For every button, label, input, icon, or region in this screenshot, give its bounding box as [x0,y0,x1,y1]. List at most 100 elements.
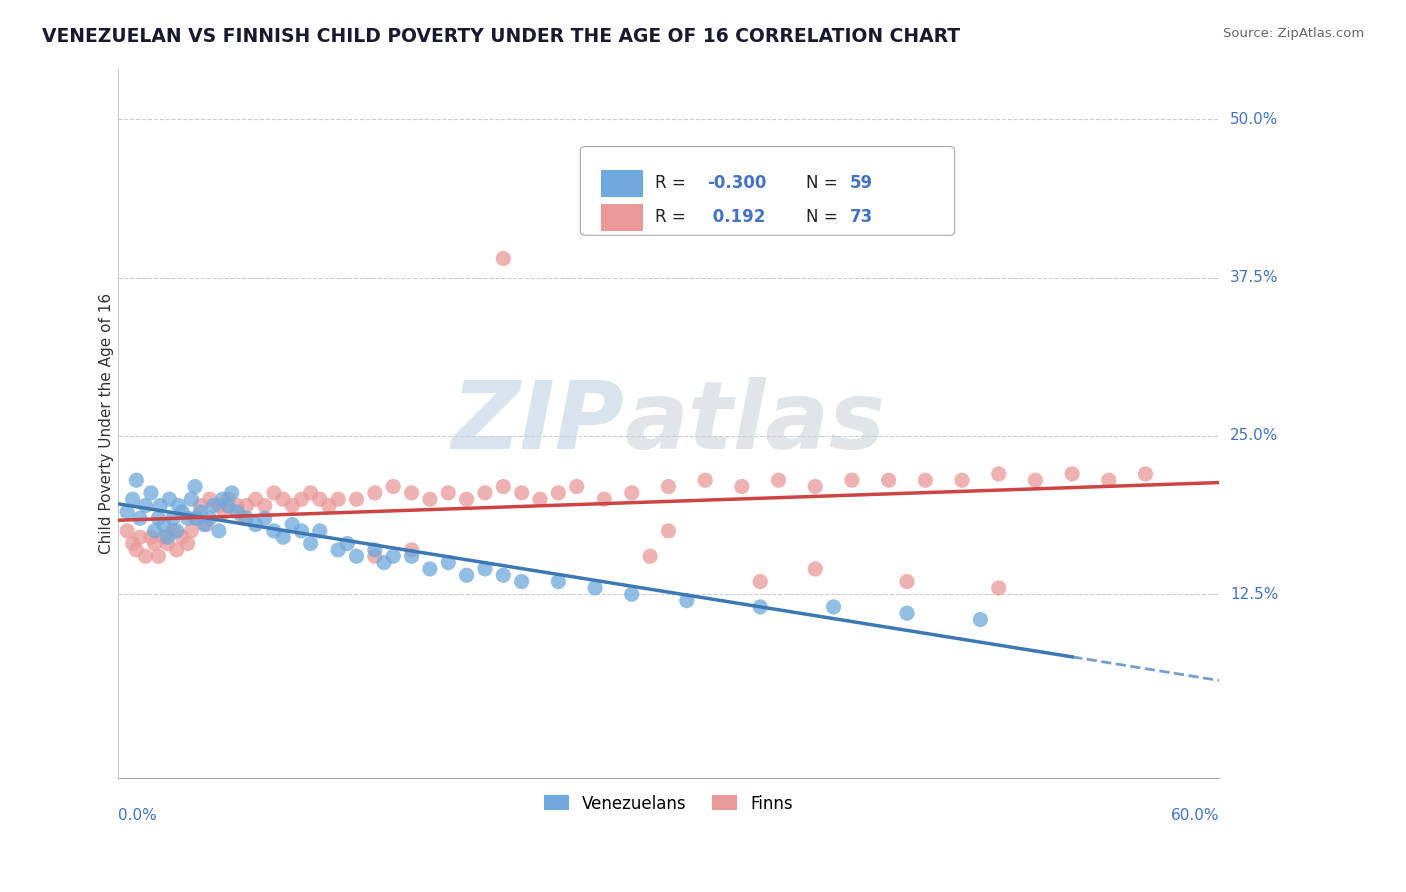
Point [419,492,441,507]
Point [456,492,478,507]
Point [186,511,208,525]
Point [184,479,207,493]
Point [492,252,515,266]
Point [437,486,460,500]
Point [1098,473,1121,487]
Point [364,549,387,564]
Point [308,524,330,538]
Text: 73: 73 [851,209,873,227]
Point [149,499,172,513]
Point [950,473,973,487]
Point [125,473,148,487]
Point [172,505,194,519]
Point [208,524,231,538]
Point [198,511,221,525]
Point [211,492,233,507]
Point [638,549,661,564]
Point [437,556,460,570]
Text: N =: N = [806,209,844,227]
Point [125,542,148,557]
Point [281,499,304,513]
Point [167,499,190,513]
Point [221,486,243,500]
Point [143,536,166,550]
Point [232,511,254,525]
Point [139,486,162,500]
Point [156,530,179,544]
Point [675,593,697,607]
Point [157,492,180,507]
Point [657,524,679,538]
Text: ZIP: ZIP [451,377,624,469]
Point [1024,473,1046,487]
Point [492,479,515,493]
Point [620,486,643,500]
Point [364,542,387,557]
Point [1135,467,1157,481]
Point [657,479,679,493]
Point [271,530,294,544]
Point [115,524,138,538]
Point [162,511,184,525]
Y-axis label: Child Poverty Under the Age of 16: Child Poverty Under the Age of 16 [100,293,114,554]
Point [804,562,827,576]
Point [695,473,717,487]
Point [143,524,166,538]
Text: R =: R = [655,175,692,193]
Point [190,499,212,513]
Point [768,473,790,487]
Text: R =: R = [655,209,692,227]
Point [547,574,569,589]
Text: 0.192: 0.192 [707,209,765,227]
Point [419,562,441,576]
Point [129,530,152,544]
Point [1062,467,1084,481]
Text: VENEZUELAN VS FINNISH CHILD POVERTY UNDER THE AGE OF 16 CORRELATION CHART: VENEZUELAN VS FINNISH CHILD POVERTY UNDE… [42,27,960,45]
Point [176,511,198,525]
Point [166,524,188,538]
Point [299,486,322,500]
Point [896,574,918,589]
Point [987,467,1010,481]
Point [401,486,423,500]
Point [565,479,588,493]
Point [281,517,304,532]
Point [253,499,276,513]
Point [193,517,215,532]
Point [156,536,179,550]
FancyBboxPatch shape [602,170,643,197]
Point [263,524,285,538]
Point [217,499,239,513]
Point [492,568,515,582]
Point [401,549,423,564]
Point [195,517,218,532]
Point [129,511,152,525]
Text: 12.5%: 12.5% [1230,587,1278,602]
Point [153,517,176,532]
Point [877,473,900,487]
Point [382,549,405,564]
Point [364,486,387,500]
Point [172,530,194,544]
Point [184,511,207,525]
Text: Source: ZipAtlas.com: Source: ZipAtlas.com [1223,27,1364,40]
Point [456,568,478,582]
Point [134,499,156,513]
Point [235,499,257,513]
Text: 50.0%: 50.0% [1230,112,1278,127]
Point [153,530,176,544]
Point [290,492,312,507]
Point [148,511,170,525]
Point [474,562,496,576]
FancyBboxPatch shape [602,204,643,231]
Point [139,530,162,544]
Point [263,486,285,500]
Point [914,473,936,487]
Text: 25.0%: 25.0% [1230,428,1278,443]
Point [121,492,143,507]
Point [180,524,202,538]
Point [987,581,1010,595]
Point [823,599,845,614]
Point [148,549,170,564]
Point [620,587,643,601]
